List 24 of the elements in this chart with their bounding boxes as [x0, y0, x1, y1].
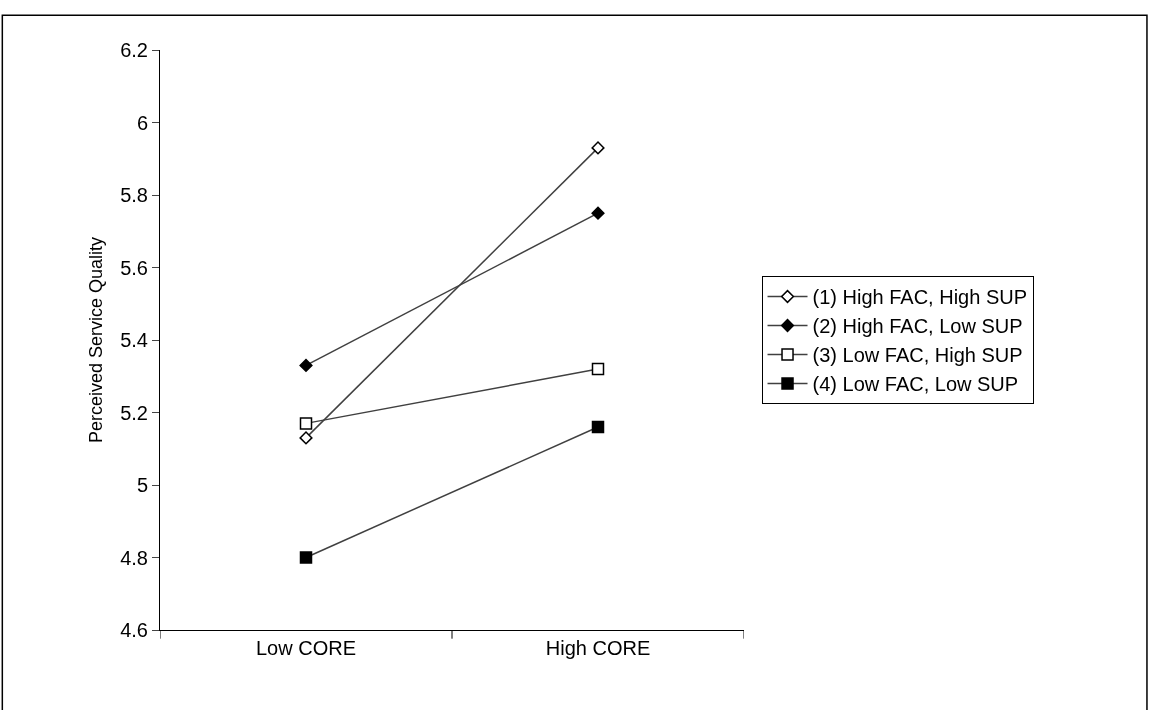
point	[591, 206, 605, 220]
point	[299, 431, 313, 445]
y-tick-label: 5.2	[120, 401, 148, 424]
point	[591, 141, 605, 155]
y-tick-label: 5.4	[120, 329, 148, 351]
legend-label: (4) Low FAC, Low SUP	[812, 373, 1019, 396]
legend-label: (3) Low FAC, High SUP	[812, 344, 1023, 367]
y-tick-label: 6	[136, 111, 148, 134]
y-tick-label: 5	[136, 474, 148, 496]
point	[591, 362, 605, 376]
y-tick-label: 5.6	[120, 256, 148, 279]
point	[591, 420, 605, 434]
y-tick-label: 4.6	[120, 619, 148, 641]
x-tick-label: High CORE	[545, 637, 651, 659]
y-tick-label: 6.2	[120, 39, 148, 61]
point	[299, 417, 313, 430]
legend-label: (2) High FAC, Low SUP	[812, 315, 1023, 338]
y-axis-title: Perceived Service Quality	[86, 236, 107, 444]
y-tick-label: 4.8	[120, 546, 148, 569]
point	[299, 358, 313, 372]
legend-label: (1) High FAC, High SUP	[812, 286, 1028, 309]
x-tick-label: Low CORE	[255, 637, 357, 659]
point	[299, 551, 313, 564]
y-tick-label: 5.8	[120, 184, 148, 206]
